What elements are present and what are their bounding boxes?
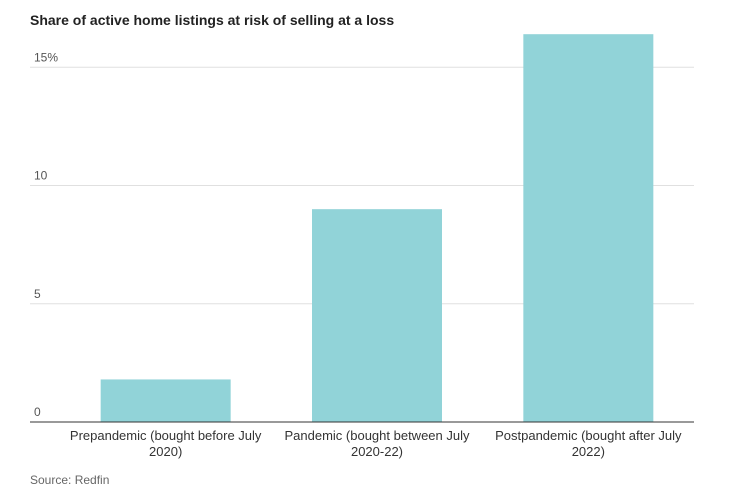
y-tick-label: 0: [34, 405, 41, 419]
bar: [312, 209, 442, 422]
x-category-label: 2020): [149, 444, 182, 459]
x-category-label: Prepandemic (bought before July: [70, 428, 262, 443]
y-tick-label: 10: [34, 169, 48, 183]
source-note: Source: Redfin: [30, 473, 110, 487]
y-tick-label: 15%: [34, 50, 58, 64]
x-category-label: Pandemic (bought between July: [284, 428, 470, 443]
bar: [523, 34, 654, 423]
x-category-label: Postpandemic (bought after July: [495, 428, 682, 443]
chart-title: Share of active home listings at risk of…: [30, 12, 395, 28]
x-category-label: 2022): [572, 444, 605, 459]
bar: [100, 379, 231, 422]
y-tick-label: 5: [34, 287, 41, 301]
x-category-label: 2020-22): [351, 444, 403, 459]
